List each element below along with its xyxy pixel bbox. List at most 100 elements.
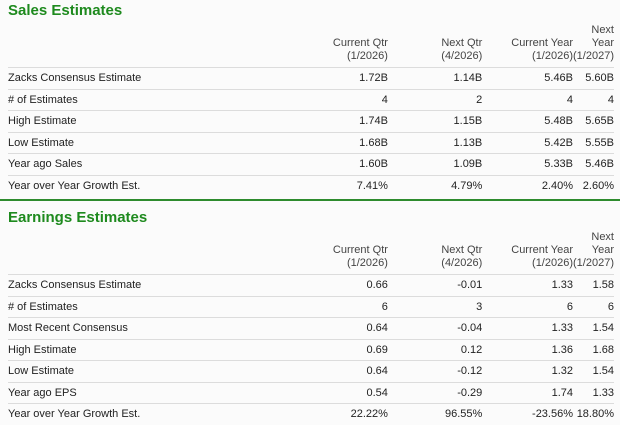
- cell-value: 1.36: [482, 338, 574, 361]
- row-label: Year ago Sales: [8, 153, 294, 175]
- column-period: (1/2026): [532, 50, 574, 62]
- table-row: Year ago EPS 0.54 -0.29 1.74 1.33: [8, 381, 614, 404]
- cell-value: 4.79%: [387, 174, 483, 196]
- table-row: Zacks Consensus Estimate 0.66 -0.01 1.33 1.5…: [8, 274, 614, 296]
- cell-value: 1.74B: [293, 110, 388, 132]
- row-label: Year ago EPS: [8, 381, 294, 404]
- table-row: Year over Year Growth Est. 7.41% 4.79% 2.40…: [8, 174, 614, 196]
- cell-value: 1.68B: [293, 131, 388, 154]
- row-label: Zacks Consensus Estimate: [8, 67, 294, 89]
- cell-value: 5.65B: [573, 110, 614, 132]
- earnings-estimates-title: Earnings Estimates: [8, 209, 148, 226]
- table-row: Low Estimate 1.68B 1.13B 5.42B 5.55B: [8, 131, 614, 154]
- cell-value: 1.60B: [293, 153, 388, 175]
- table-row: Low Estimate 0.64 -0.12 1.32 1.54: [8, 360, 614, 382]
- cell-value: -23.56%: [482, 403, 574, 425]
- table-row: Most Recent Consensus 0.64 -0.04 1.33 1.54: [8, 317, 614, 339]
- row-label: Zacks Consensus Estimate: [8, 274, 294, 296]
- column-name: Current Qtr: [332, 244, 388, 256]
- table-row: Zacks Consensus Estimate 1.72B 1.14B 5.46B 5…: [8, 67, 614, 89]
- column-header: Next Qtr (4/2026): [388, 229, 482, 275]
- cell-value: 0.69: [293, 338, 388, 361]
- cell-value: 5.46B: [482, 67, 574, 89]
- cell-value: 4: [482, 88, 574, 111]
- table-header: Current Qtr (1/2026) Next Qtr (4/2026) Curre…: [8, 229, 614, 275]
- cell-value: 2.40%: [482, 174, 574, 196]
- sales-estimates-section: Sales Estimates Current Qtr (1/2026) Next …: [0, 0, 620, 196]
- cell-value: 1.33: [573, 381, 614, 404]
- cell-value: 18.80%: [573, 403, 614, 425]
- table-header: Current Qtr (1/2026) Next Qtr (4/2026) Curre…: [8, 22, 614, 68]
- cell-value: 1.72B: [293, 67, 388, 89]
- cell-value: 2.60%: [573, 174, 614, 196]
- column-period: (1/2026): [346, 50, 388, 62]
- cell-value: 1.32: [482, 360, 574, 382]
- cell-value: 1.54: [573, 360, 614, 382]
- cell-value: 1.13B: [387, 131, 483, 154]
- cell-value: 0.12: [387, 338, 483, 361]
- table-row: High Estimate 0.69 0.12 1.36 1.68: [8, 338, 614, 361]
- row-label: Year over Year Growth Est.: [8, 174, 294, 196]
- row-label: Low Estimate: [8, 360, 294, 382]
- cell-value: 5.48B: [482, 110, 574, 132]
- column-name: Current Qtr: [332, 37, 388, 49]
- row-label: Year over Year Growth Est.: [8, 403, 294, 425]
- column-period: (1/2026): [346, 257, 388, 269]
- column-header: Next Year (1/2027): [573, 229, 614, 275]
- cell-value: 5.46B: [573, 153, 614, 175]
- row-label: Most Recent Consensus: [8, 317, 294, 339]
- cell-value: 1.33: [482, 317, 574, 339]
- sales-estimates-table: Current Qtr (1/2026) Next Qtr (4/2026) Curre…: [8, 22, 614, 196]
- cell-value: 5.55B: [573, 131, 614, 154]
- cell-value: 5.33B: [482, 153, 574, 175]
- column-name: Current Year: [511, 244, 574, 256]
- column-header: Current Qtr (1/2026): [294, 22, 388, 68]
- cell-value: 0.54: [293, 381, 388, 404]
- cell-value: 1.14B: [387, 67, 483, 89]
- table-row: High Estimate 1.74B 1.15B 5.48B 5.65B: [8, 110, 614, 132]
- cell-value: 1.09B: [387, 153, 483, 175]
- cell-value: 96.55%: [387, 403, 483, 425]
- column-name: Current Year: [511, 37, 574, 49]
- cell-value: 1.68: [573, 338, 614, 361]
- cell-value: 5.42B: [482, 131, 574, 154]
- column-period: (1/2027): [573, 257, 614, 269]
- row-label: High Estimate: [8, 110, 294, 132]
- cell-value: 2: [387, 88, 483, 111]
- row-label: High Estimate: [8, 338, 294, 361]
- row-label: # of Estimates: [8, 295, 294, 318]
- header-blank: [8, 229, 294, 275]
- column-header: Current Year (1/2026): [482, 22, 573, 68]
- earnings-estimates-section: Earnings Estimates Current Qtr (1/2026) Ne…: [0, 207, 620, 425]
- cell-value: 1.58: [573, 274, 614, 296]
- cell-value: 0.66: [293, 274, 388, 296]
- cell-value: -0.01: [387, 274, 483, 296]
- cell-value: 5.60B: [573, 67, 614, 89]
- cell-value: 0.64: [293, 317, 388, 339]
- column-header: Current Year (1/2026): [482, 229, 573, 275]
- column-period: (4/2026): [441, 50, 483, 62]
- cell-value: 3: [387, 295, 483, 318]
- cell-value: 1.74: [482, 381, 574, 404]
- column-header: Next Qtr (4/2026): [388, 22, 482, 68]
- column-name: Next Year: [591, 24, 614, 49]
- cell-value: 1.54: [573, 317, 614, 339]
- table-row: # of Estimates 6 3 6 6: [8, 295, 614, 318]
- row-label: Low Estimate: [8, 131, 294, 154]
- column-period: (1/2026): [532, 257, 574, 269]
- cell-value: 22.22%: [293, 403, 388, 425]
- cell-value: 6: [293, 295, 388, 318]
- cell-value: 0.64: [293, 360, 388, 382]
- cell-value: -0.29: [387, 381, 483, 404]
- column-header: Next Year (1/2027): [573, 22, 614, 68]
- cell-value: 6: [482, 295, 574, 318]
- earnings-estimates-table: Current Qtr (1/2026) Next Qtr (4/2026) Curre…: [8, 229, 614, 425]
- cell-value: -0.04: [387, 317, 483, 339]
- row-label: # of Estimates: [8, 88, 294, 111]
- section-divider: [0, 199, 620, 201]
- header-blank: [8, 22, 294, 68]
- table-row: Year over Year Growth Est. 22.22% 96.55% -2…: [8, 403, 614, 425]
- column-header: Current Qtr (1/2026): [294, 229, 388, 275]
- cell-value: 7.41%: [293, 174, 388, 196]
- cell-value: 6: [573, 295, 614, 318]
